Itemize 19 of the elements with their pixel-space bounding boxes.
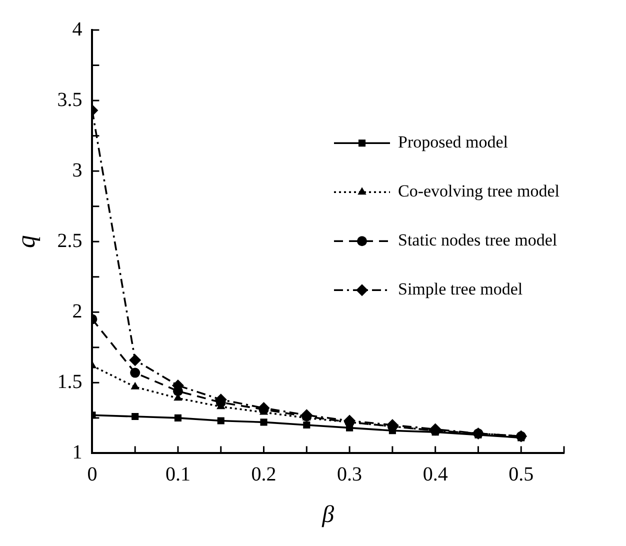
y-tick-label: 2 <box>72 300 82 322</box>
x-tick-label: 0.4 <box>422 463 448 486</box>
y-tick-label: 2.5 <box>57 230 82 252</box>
legend-label: Co-evolving tree model <box>398 182 560 201</box>
y-tick-label: 3 <box>72 159 82 182</box>
x-axis-title: β <box>321 502 334 528</box>
x-tick-label: 0.5 <box>508 463 534 486</box>
legend-label: Static nodes tree model <box>398 230 558 250</box>
x-tick-label: 0.3 <box>337 463 362 486</box>
y-tick-label: 1.5 <box>57 370 82 393</box>
legend-label: Simple tree model <box>398 280 523 299</box>
y-tick-label: 1 <box>72 441 82 464</box>
y-tick-label: 3.5 <box>57 88 82 111</box>
y-axis-title: q <box>11 235 40 248</box>
x-tick-label: 0.1 <box>165 463 190 486</box>
x-tick-label: 0.2 <box>251 463 276 486</box>
y-tick-label: 4 <box>72 18 82 40</box>
x-tick-label: 0 <box>87 463 98 486</box>
legend-label: Proposed model <box>398 132 508 152</box>
